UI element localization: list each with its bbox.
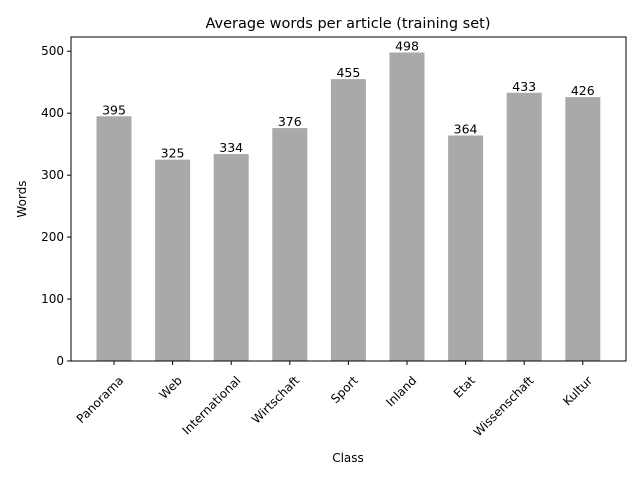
x-tick-label: Wissenschaft bbox=[471, 373, 537, 439]
data-label: 455 bbox=[336, 65, 360, 80]
y-tick-label: 400 bbox=[41, 106, 64, 120]
data-label: 498 bbox=[395, 38, 419, 53]
data-label: 426 bbox=[571, 83, 595, 98]
data-label: 364 bbox=[454, 122, 478, 137]
x-tick-label: International bbox=[179, 373, 243, 437]
bar-wissenschaft bbox=[506, 92, 542, 362]
x-axis-label: Class bbox=[332, 451, 364, 465]
plot-frame bbox=[70, 36, 627, 362]
bar-wirtschaft bbox=[272, 128, 308, 361]
bar-international bbox=[213, 154, 249, 361]
x-tick-label: Kultur bbox=[560, 373, 595, 408]
x-tick-label: Panorama bbox=[74, 373, 127, 426]
x-tick-label: Sport bbox=[328, 373, 361, 406]
bar-web bbox=[155, 159, 191, 361]
x-tick-label: Wirtschaft bbox=[249, 373, 302, 426]
data-label: 376 bbox=[278, 114, 302, 129]
y-axis: 0 100 200 300 400 500 bbox=[41, 44, 71, 368]
bar-inland bbox=[389, 52, 425, 361]
bar-panorama bbox=[96, 116, 132, 362]
data-label: 433 bbox=[512, 79, 536, 94]
bars-group bbox=[96, 52, 601, 362]
y-tick-label: 300 bbox=[41, 168, 64, 182]
bar-sport bbox=[330, 79, 366, 362]
x-tick-label: Inland bbox=[383, 373, 419, 409]
data-label: 334 bbox=[219, 140, 243, 155]
data-label: 395 bbox=[102, 102, 126, 117]
x-tick-label: Etat bbox=[451, 373, 478, 400]
y-tick-label: 200 bbox=[41, 230, 64, 244]
data-labels-group: 395 325 334 376 455 498 364 433 426 bbox=[102, 38, 595, 160]
y-tick-label: 100 bbox=[41, 292, 64, 306]
bar-kultur bbox=[565, 97, 601, 361]
y-tick-label: 0 bbox=[56, 354, 64, 368]
x-tick-label: Web bbox=[157, 373, 185, 401]
data-label: 325 bbox=[161, 146, 185, 161]
chart-title: Average words per article (training set) bbox=[205, 16, 490, 32]
bar-etat bbox=[448, 135, 484, 361]
y-axis-label: Words bbox=[15, 180, 29, 217]
y-tick-label: 500 bbox=[41, 44, 64, 58]
